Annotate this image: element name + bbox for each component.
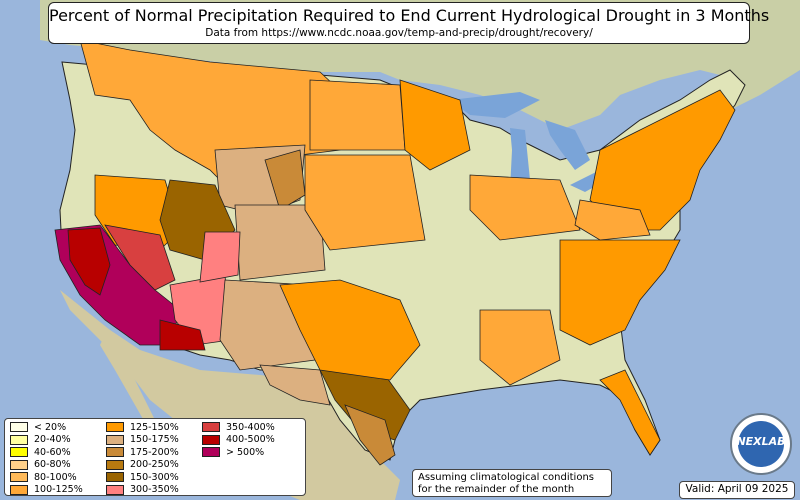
nexlab-logo: NEXLAB xyxy=(730,413,792,475)
title-box: Percent of Normal Precipitation Required… xyxy=(48,2,770,44)
legend-swatch xyxy=(106,422,124,433)
logo-globe-icon xyxy=(738,421,784,467)
legend-label: 300-350% xyxy=(130,484,179,496)
region-newmexico-pink xyxy=(199,231,241,283)
drought-regions xyxy=(54,39,736,466)
legend-swatch xyxy=(106,459,124,470)
region-oklahoma xyxy=(279,279,421,381)
legend-item: 150-300% xyxy=(106,471,202,484)
baja-land xyxy=(100,335,165,440)
legend-item: 175-200% xyxy=(106,446,202,459)
map-subtitle: Data from https://www.ncdc.noaa.gov/temp… xyxy=(205,27,593,39)
legend-label: 350-400% xyxy=(226,421,275,433)
note-line-2: for the remainder of the month xyxy=(418,484,575,495)
logo-text: NEXLAB xyxy=(736,435,786,448)
region-west-texas xyxy=(259,364,331,406)
region-dakotas xyxy=(309,79,406,151)
legend-item: 125-150% xyxy=(106,421,202,434)
legend-label: 40-60% xyxy=(34,446,71,458)
legend-label: 100-125% xyxy=(34,484,83,496)
lake-superior xyxy=(450,92,540,118)
note-line-1: Assuming climatological conditions xyxy=(418,472,594,483)
legend-item: < 20% xyxy=(10,421,106,434)
legend-swatch xyxy=(10,484,28,495)
legend-item: 300-350% xyxy=(106,484,202,497)
region-midwest xyxy=(469,174,581,241)
legend-item: 80-100% xyxy=(10,471,106,484)
legend-label: 60-80% xyxy=(34,459,71,471)
legend-swatch xyxy=(202,447,220,458)
region-arizona-darkred xyxy=(159,319,206,351)
legend-swatch xyxy=(202,422,220,433)
legend-swatch xyxy=(10,434,28,445)
legend-swatch xyxy=(106,484,124,495)
legend-swatch xyxy=(106,447,124,458)
legend-label: > 500% xyxy=(226,446,265,458)
legend-label: < 20% xyxy=(34,421,67,433)
map-title: Percent of Normal Precipitation Required… xyxy=(49,6,770,25)
legend-item: > 500% xyxy=(202,446,306,459)
legend-item: 40-60% xyxy=(10,446,106,459)
legend-item: 100-125% xyxy=(10,484,106,497)
legend-item: 20-40% xyxy=(10,434,106,447)
legend-swatch xyxy=(106,434,124,445)
legend-item: 150-175% xyxy=(106,434,202,447)
legend-label: 400-500% xyxy=(226,434,275,446)
mexico-land xyxy=(60,290,400,500)
legend-swatch xyxy=(10,472,28,483)
legend-label: 175-200% xyxy=(130,446,179,458)
region-socal-darkred xyxy=(67,227,111,296)
region-nebraska-kansas xyxy=(304,154,426,251)
legend-label: 20-40% xyxy=(34,434,71,446)
climatology-note: Assuming climatological conditions for t… xyxy=(412,469,612,497)
legend-item: 350-400% xyxy=(202,421,306,434)
legend-item: 60-80% xyxy=(10,459,106,472)
region-southeast xyxy=(559,239,681,346)
legend-label: 200-250% xyxy=(130,459,179,471)
lake-huron xyxy=(545,120,590,170)
legend-label: 150-175% xyxy=(130,434,179,446)
legend-swatch xyxy=(10,422,28,433)
legend-label: 125-150% xyxy=(130,421,179,433)
legend-swatch xyxy=(202,434,220,445)
region-gulf-coast xyxy=(479,309,561,386)
legend-label: 80-100% xyxy=(34,471,77,483)
region-florida xyxy=(599,369,661,456)
region-south-texas xyxy=(344,404,396,466)
legend-swatch xyxy=(10,459,28,470)
legend-swatch xyxy=(10,447,28,458)
legend-item: 400-500% xyxy=(202,434,306,447)
legend-swatch xyxy=(106,472,124,483)
region-nevada-red xyxy=(104,224,176,291)
region-minnesota xyxy=(399,79,471,171)
valid-date: Valid: April 09 2025 xyxy=(679,481,795,499)
legend: < 20% 20-40% 40-60% 60-80% 80-100% 100-125% 12… xyxy=(4,418,306,496)
legend-label: 150-300% xyxy=(130,471,179,483)
region-appalachia xyxy=(574,199,651,241)
legend-item: 200-250% xyxy=(106,459,202,472)
